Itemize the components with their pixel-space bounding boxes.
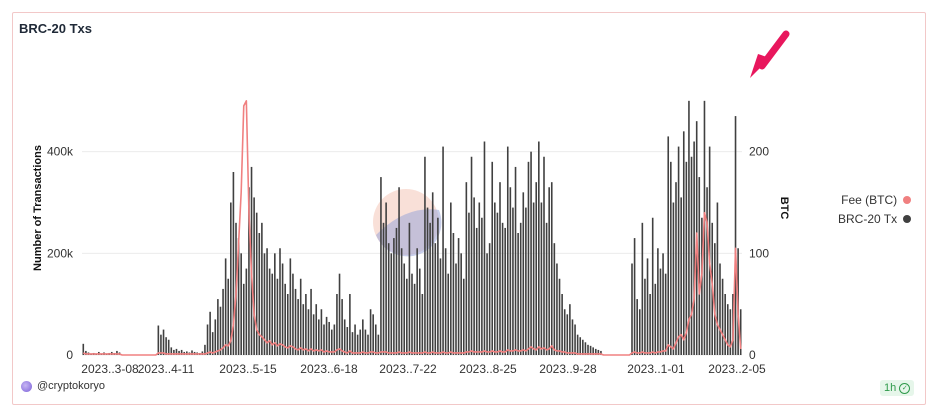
refresh-badge[interactable]: 1h ✓ <box>880 380 915 396</box>
avatar <box>21 380 32 392</box>
legend-swatch <box>903 195 912 204</box>
author-credit[interactable]: @cryptokoryo <box>21 380 105 392</box>
legend-item-fee[interactable]: Fee (BTC) <box>838 190 912 209</box>
chart-title: BRC-20 Txs <box>19 21 92 36</box>
chart-legend: Fee (BTC) BRC-20 Tx <box>838 190 912 228</box>
legend-item-tx[interactable]: BRC-20 Tx <box>838 209 912 228</box>
legend-label: BRC-20 Tx <box>838 211 898 226</box>
refresh-interval: 1h <box>884 382 897 394</box>
legend-label: Fee (BTC) <box>841 192 898 207</box>
legend-swatch <box>903 214 912 223</box>
chart-card <box>12 12 926 405</box>
author-name: @cryptokoryo <box>37 380 106 392</box>
check-icon: ✓ <box>899 382 911 394</box>
